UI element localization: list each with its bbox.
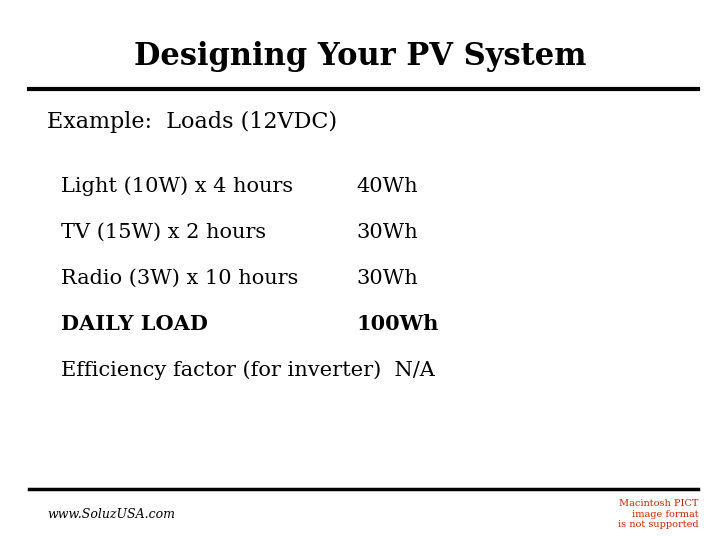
Text: 40Wh: 40Wh [356,177,418,196]
Text: Macintosh PICT
image format
is not supported: Macintosh PICT image format is not suppo… [618,499,698,529]
Text: Example:  Loads (12VDC): Example: Loads (12VDC) [47,111,337,132]
Text: Designing Your PV System: Designing Your PV System [134,41,586,72]
Text: Light (10W) x 4 hours: Light (10W) x 4 hours [61,177,293,196]
Text: 30Wh: 30Wh [356,268,418,288]
Text: DAILY LOAD: DAILY LOAD [61,314,208,334]
Text: www.SoluzUSA.com: www.SoluzUSA.com [47,508,175,521]
Text: Radio (3W) x 10 hours: Radio (3W) x 10 hours [61,268,299,288]
Text: 100Wh: 100Wh [356,314,438,334]
Text: Efficiency factor (for inverter)  N/A: Efficiency factor (for inverter) N/A [61,360,435,380]
Text: TV (15W) x 2 hours: TV (15W) x 2 hours [61,222,266,242]
Text: 30Wh: 30Wh [356,222,418,242]
